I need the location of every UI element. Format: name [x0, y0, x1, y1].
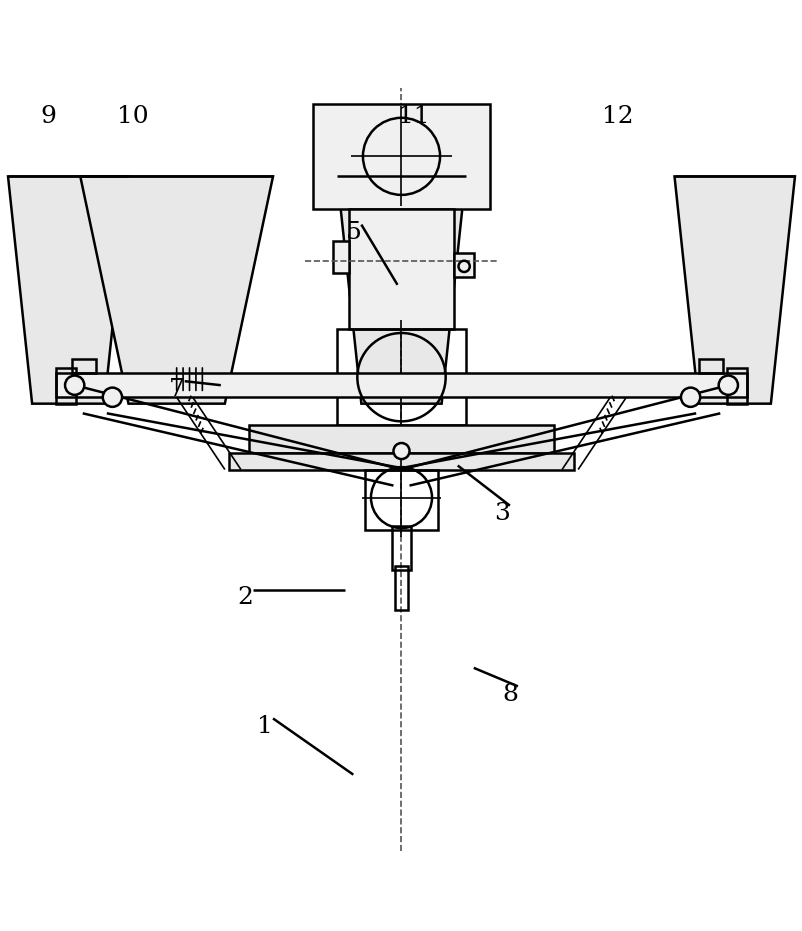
Polygon shape [8, 176, 128, 404]
Bar [395, 566, 407, 610]
Bar [229, 453, 573, 469]
Text: 11: 11 [397, 104, 429, 128]
Bar [365, 469, 437, 530]
Text: 12: 12 [602, 104, 634, 128]
Bar [313, 104, 489, 209]
Bar [333, 240, 349, 273]
Bar [56, 368, 76, 404]
Text: 5: 5 [345, 222, 361, 244]
Polygon shape [674, 176, 794, 404]
Bar [337, 329, 465, 425]
Bar [72, 358, 96, 373]
Bar [391, 526, 411, 570]
Text: 10: 10 [116, 104, 148, 128]
Text: 2: 2 [237, 587, 253, 610]
Polygon shape [80, 176, 273, 404]
Bar [698, 358, 722, 373]
Bar [349, 209, 453, 329]
Circle shape [680, 387, 699, 407]
Circle shape [103, 387, 122, 407]
Circle shape [718, 375, 737, 395]
Bar [726, 368, 746, 404]
Text: 8: 8 [501, 682, 517, 706]
Bar [56, 373, 746, 398]
Bar [453, 252, 473, 277]
Text: 7: 7 [168, 378, 184, 400]
Text: 9: 9 [40, 104, 56, 128]
Circle shape [65, 375, 84, 395]
Polygon shape [337, 176, 465, 404]
Text: 1: 1 [257, 715, 273, 738]
Text: 3: 3 [493, 502, 509, 525]
Circle shape [458, 261, 469, 272]
Circle shape [393, 443, 409, 459]
Bar [249, 425, 553, 453]
